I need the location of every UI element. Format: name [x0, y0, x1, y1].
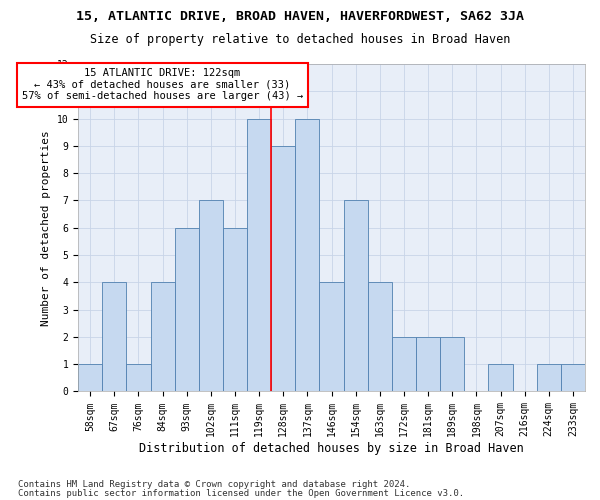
- Bar: [537, 364, 561, 392]
- Y-axis label: Number of detached properties: Number of detached properties: [41, 130, 51, 326]
- Bar: [319, 282, 344, 392]
- Bar: [247, 118, 271, 392]
- Bar: [127, 364, 151, 392]
- Text: Contains HM Land Registry data © Crown copyright and database right 2024.: Contains HM Land Registry data © Crown c…: [18, 480, 410, 489]
- Text: 15 ATLANTIC DRIVE: 122sqm
← 43% of detached houses are smaller (33)
57% of semi-: 15 ATLANTIC DRIVE: 122sqm ← 43% of detac…: [22, 68, 303, 102]
- Text: 15, ATLANTIC DRIVE, BROAD HAVEN, HAVERFORDWEST, SA62 3JA: 15, ATLANTIC DRIVE, BROAD HAVEN, HAVERFO…: [76, 10, 524, 23]
- Bar: [223, 228, 247, 392]
- Bar: [368, 282, 392, 392]
- Bar: [102, 282, 127, 392]
- Bar: [295, 118, 319, 392]
- Text: Contains public sector information licensed under the Open Government Licence v3: Contains public sector information licen…: [18, 488, 464, 498]
- Bar: [175, 228, 199, 392]
- Bar: [271, 146, 295, 392]
- Bar: [488, 364, 512, 392]
- Bar: [344, 200, 368, 392]
- Bar: [440, 337, 464, 392]
- Bar: [416, 337, 440, 392]
- Bar: [78, 364, 102, 392]
- Bar: [151, 282, 175, 392]
- Text: Size of property relative to detached houses in Broad Haven: Size of property relative to detached ho…: [90, 32, 510, 46]
- Bar: [392, 337, 416, 392]
- X-axis label: Distribution of detached houses by size in Broad Haven: Distribution of detached houses by size …: [139, 442, 524, 455]
- Bar: [199, 200, 223, 392]
- Bar: [561, 364, 585, 392]
